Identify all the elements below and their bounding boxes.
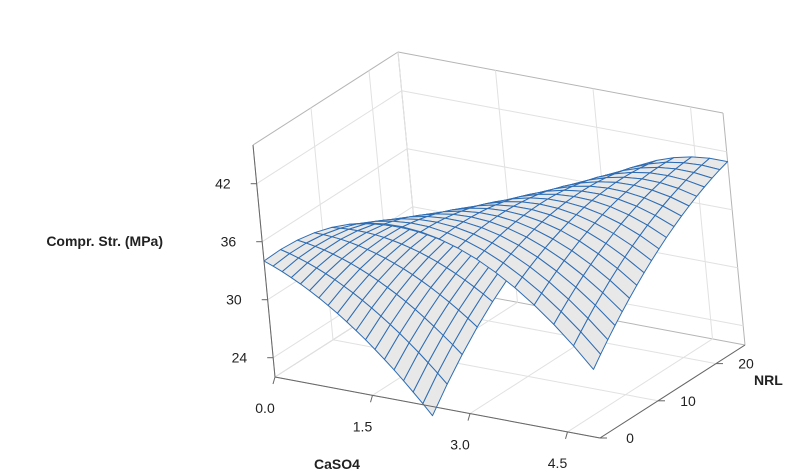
y-axis-line xyxy=(599,344,746,439)
x-tick-mark xyxy=(467,413,471,421)
x-tick-label: 1.5 xyxy=(353,418,373,434)
y-tick-label: 20 xyxy=(738,356,754,372)
z-axis-title: Compr. Str. (MPa) xyxy=(46,233,163,249)
x-axis-title: CaSO4 xyxy=(314,456,360,472)
gridline-x-back-wall xyxy=(690,106,713,339)
gridline-z-back-wall xyxy=(401,90,727,153)
gridline-x-floor xyxy=(567,338,713,433)
z-tick-label: 36 xyxy=(221,234,237,250)
surface-patch xyxy=(573,331,602,370)
x-tick-label: 0.0 xyxy=(255,400,275,416)
box-edge xyxy=(252,51,399,146)
y-tick-label: 10 xyxy=(680,393,696,409)
y-tick-label: 0 xyxy=(626,430,634,446)
z-tick-label: 24 xyxy=(232,350,248,366)
x-axis-line xyxy=(274,376,601,439)
x-tick-mark xyxy=(370,395,373,403)
x-tick-mark xyxy=(272,376,276,385)
axis-ticks: 24 30 36 42 0.0 1.5 3.0 4.5 0 10 20 xyxy=(215,144,754,471)
x-tick-mark xyxy=(565,431,568,440)
z-tick-label: 30 xyxy=(226,292,242,308)
x-tick-label: 3.0 xyxy=(450,437,470,453)
gridline-z-left-wall xyxy=(261,148,408,243)
x-tick-label: 4.5 xyxy=(548,455,568,471)
gridline-z-left-wall xyxy=(256,90,402,185)
y-axis-title: NRL xyxy=(754,372,783,388)
response-surface xyxy=(263,156,729,417)
box-edge xyxy=(397,51,724,114)
z-tick-label: 42 xyxy=(215,176,231,192)
box-edge xyxy=(722,112,746,346)
